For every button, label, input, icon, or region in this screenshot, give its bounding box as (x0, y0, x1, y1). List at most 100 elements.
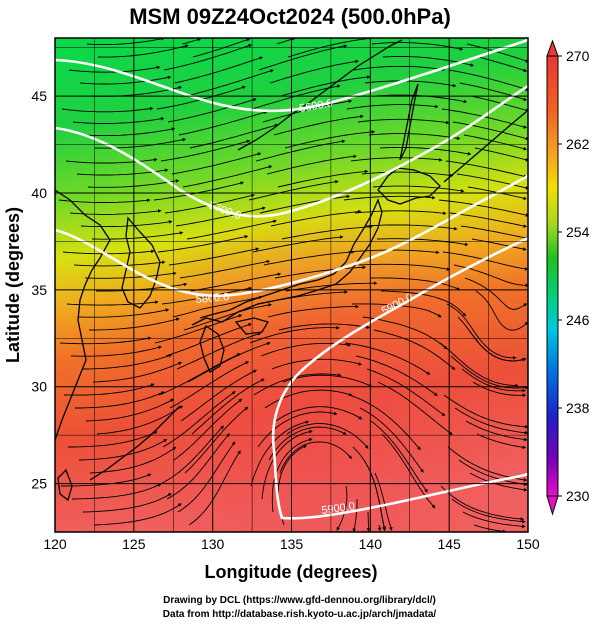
streamline (280, 75, 371, 97)
streamline (173, 398, 243, 461)
streamline (66, 300, 159, 306)
streamline (185, 69, 274, 97)
x-tick-label: 125 (122, 536, 146, 552)
streamline (357, 118, 450, 125)
streamline (77, 308, 170, 318)
x-axis-label: Longitude (degrees) (204, 562, 377, 582)
streamline (65, 157, 158, 164)
streamline (271, 438, 313, 513)
streamline (346, 104, 439, 110)
streamline (462, 511, 526, 529)
streamline (456, 173, 528, 190)
coast-japan-honshu (191, 198, 383, 326)
streamline (365, 224, 458, 231)
streamline (438, 199, 528, 217)
streamline (61, 473, 152, 487)
streamline (286, 423, 369, 449)
coast-sakhalin (399, 83, 419, 161)
streamline (169, 361, 250, 409)
streamline (96, 405, 184, 435)
streamline (63, 383, 155, 396)
colorbar-tick-label: 238 (566, 400, 590, 416)
streamline (183, 303, 272, 331)
streamline (255, 139, 346, 162)
streamline (259, 194, 351, 214)
streamline (366, 511, 371, 532)
streamline (477, 56, 528, 72)
streamline (171, 152, 262, 175)
streamline (187, 341, 271, 383)
streamline (75, 391, 165, 409)
streamline (72, 116, 165, 124)
streamline (468, 329, 526, 362)
contour-5800 (55, 174, 528, 298)
streamline (262, 99, 353, 123)
streamline (263, 250, 355, 266)
x-tick-label: 135 (280, 536, 304, 552)
streamline (476, 433, 527, 449)
colorbar-tick-label: 254 (566, 224, 590, 240)
streamline (266, 154, 357, 175)
streamline (168, 247, 260, 266)
streamline (192, 38, 251, 58)
streamline (473, 524, 507, 532)
streamline (270, 209, 362, 227)
streamline (347, 249, 440, 255)
streamline (86, 38, 165, 46)
streamline (178, 110, 268, 136)
streamline (175, 206, 266, 227)
contour-label-5900b: 5900.0 (321, 500, 356, 517)
streamline (352, 498, 358, 532)
streamline (471, 238, 527, 251)
credit-drawing: Drawing by DCL (https://www.gfd-dennou.o… (163, 595, 436, 606)
y-tick-labels: 25 30 35 40 45 (31, 88, 47, 491)
colorbar-body (546, 55, 559, 497)
streamline (70, 345, 162, 357)
streamline (351, 303, 442, 318)
streamline (358, 263, 451, 271)
streamline (373, 329, 456, 370)
streamline (154, 314, 243, 344)
streamline (249, 325, 340, 344)
streamline (278, 323, 371, 331)
streamline (343, 195, 436, 201)
contour-5600 (55, 38, 528, 113)
y-tick-label: 45 (31, 88, 47, 104)
streamline (449, 212, 528, 228)
streamline (368, 133, 461, 141)
x-tick-label: 130 (201, 536, 225, 552)
x-tick-label: 120 (43, 536, 67, 552)
credit-data: Data from http://database.rish.kyoto-u.a… (162, 609, 437, 620)
streamline (97, 44, 189, 58)
streamline (353, 65, 446, 72)
streamline (279, 441, 353, 474)
streamline (78, 439, 168, 461)
streamline (336, 485, 348, 531)
streamline (460, 225, 528, 240)
streamline (250, 420, 310, 487)
streamline (475, 290, 528, 331)
streamline (71, 483, 162, 500)
streamline (162, 391, 236, 448)
streamline (463, 134, 528, 151)
y-tick-label: 40 (31, 185, 47, 201)
streamline (366, 368, 446, 417)
streamline (93, 503, 182, 526)
streamline (264, 389, 353, 409)
streamline (84, 271, 177, 279)
x-tick-label: 145 (437, 536, 461, 552)
streamline (451, 498, 526, 524)
x-tick-label: 140 (359, 536, 383, 552)
streamline (377, 524, 382, 532)
streamline (92, 361, 183, 383)
coast-korea-peninsula (121, 216, 161, 309)
streamline (87, 179, 180, 188)
chart-title: MSM 09Z24Oct2024 (500.0hPa) (129, 4, 451, 29)
streamline (369, 277, 461, 291)
streamline (158, 353, 241, 396)
streamline (186, 219, 277, 240)
streamline (344, 342, 431, 375)
coast-japan-shikoku (234, 317, 269, 335)
streamline (85, 398, 175, 422)
streamline (82, 493, 172, 513)
